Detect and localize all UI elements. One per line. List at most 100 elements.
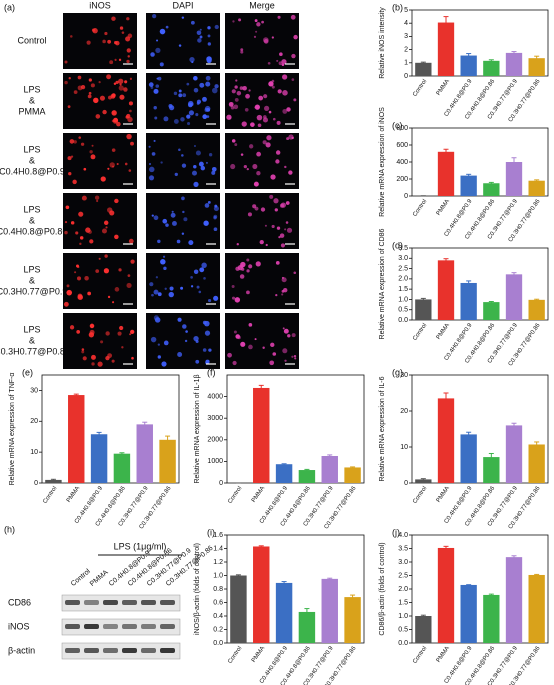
cell [69, 139, 75, 144]
cell [262, 140, 267, 145]
bar [415, 62, 432, 76]
cell [246, 290, 250, 295]
cell [241, 267, 245, 271]
cell [171, 210, 174, 213]
bar [437, 547, 455, 643]
y-tick-label: 0.2 [213, 626, 223, 633]
cell [246, 167, 249, 171]
cell [160, 259, 166, 265]
cell [69, 325, 75, 330]
y-tick-label: 2.0 [398, 586, 408, 593]
cell [127, 55, 130, 58]
bar [505, 162, 523, 196]
cell [114, 198, 119, 204]
y-tick-label: 600 [396, 142, 408, 149]
plot-frame [411, 374, 549, 484]
cell [89, 150, 93, 154]
cell [180, 286, 184, 290]
cell [124, 80, 128, 84]
cell [87, 94, 92, 99]
cell [109, 60, 114, 65]
cell [116, 121, 121, 127]
bar [437, 22, 455, 76]
cell [263, 105, 270, 112]
cell [247, 212, 252, 217]
cell [180, 117, 185, 122]
cell [157, 355, 161, 359]
cell [163, 266, 167, 271]
cell [231, 139, 236, 143]
cell [121, 346, 124, 349]
cell [181, 154, 184, 157]
band [103, 624, 118, 629]
error-bar [350, 594, 356, 600]
cell [84, 275, 89, 281]
cell [235, 79, 238, 82]
cell [63, 301, 69, 307]
cell [160, 161, 163, 164]
row-label: LPS [23, 324, 40, 334]
cell [79, 236, 84, 240]
cell [282, 327, 285, 330]
band [65, 600, 80, 605]
cell [77, 75, 82, 80]
cell [284, 165, 287, 169]
cell [276, 120, 281, 125]
cell [115, 80, 119, 84]
cell [151, 293, 154, 297]
cell [195, 150, 201, 156]
cell [78, 211, 84, 217]
y-tick-label: 0 [404, 480, 408, 487]
cell [228, 101, 234, 107]
micrograph [225, 313, 299, 369]
cell [128, 238, 134, 244]
cell [131, 356, 134, 360]
cell [124, 162, 128, 166]
cell [161, 361, 167, 367]
y-tick-label: 30 [30, 387, 38, 394]
cell [242, 85, 247, 91]
error-bar [534, 298, 540, 301]
y-axis-label: Relative mRNA expression of CD86 [379, 228, 386, 339]
cell [165, 25, 169, 29]
cell [128, 169, 132, 172]
cell [181, 163, 187, 168]
cell [150, 336, 157, 343]
cell [250, 122, 255, 127]
error-bar [488, 300, 494, 303]
cell [267, 61, 271, 65]
y-tick-label: 1000 [207, 458, 223, 465]
cell [206, 56, 212, 62]
cell [234, 297, 241, 303]
cell [281, 289, 285, 293]
error-bar [488, 181, 494, 185]
x-tick-label: Control [42, 486, 58, 505]
bar [136, 424, 153, 483]
cell [181, 196, 185, 201]
cell [91, 28, 96, 32]
cell [256, 151, 262, 157]
cell [214, 204, 218, 208]
bar [415, 479, 432, 483]
cell [279, 233, 285, 238]
x-tick-label: PMMA [251, 486, 266, 504]
cell [118, 268, 122, 272]
cell [234, 143, 238, 147]
plot-frame [226, 534, 365, 644]
cell [159, 62, 164, 67]
x-tick-label: Control [412, 199, 428, 218]
error-bar [258, 545, 264, 548]
cell [271, 79, 275, 83]
cell [88, 78, 92, 82]
row-label: C0.4H0.8@P0.86 [0, 226, 67, 236]
cell [211, 87, 218, 94]
y-tick-label: 0.4 [213, 613, 223, 620]
row-label: C0.4H0.8@P0.9 [0, 166, 65, 176]
protein-label: β-actin [8, 645, 35, 655]
cell [270, 342, 275, 348]
plot-frame [41, 374, 180, 484]
cell [290, 14, 296, 20]
cell [68, 77, 71, 80]
cell [262, 346, 265, 349]
error-bar [511, 157, 517, 167]
